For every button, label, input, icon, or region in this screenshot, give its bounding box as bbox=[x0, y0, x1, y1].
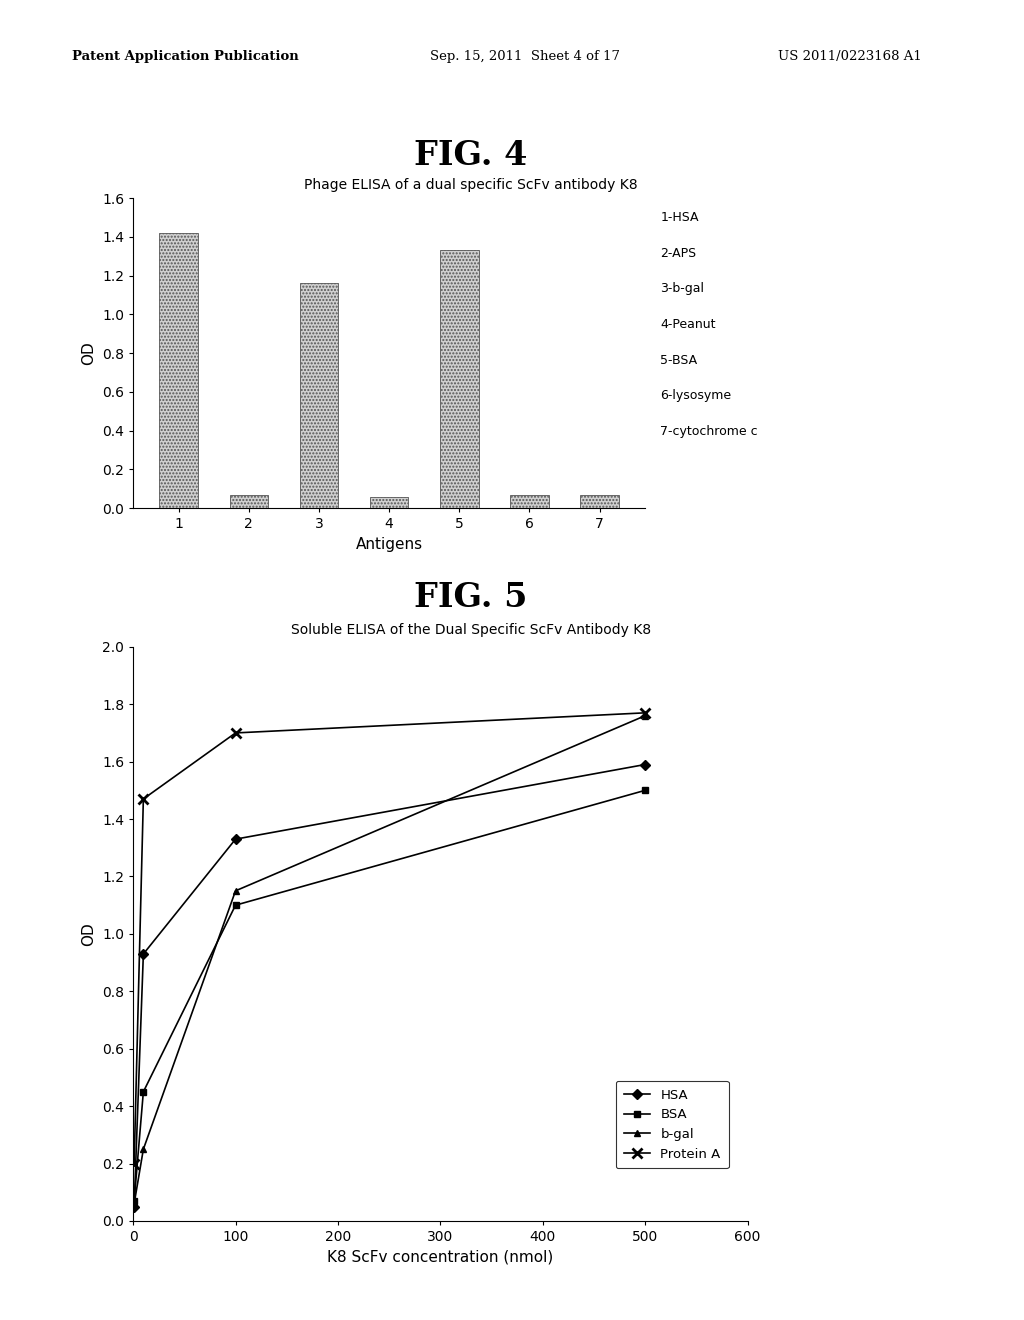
Text: 1-HSA: 1-HSA bbox=[660, 211, 699, 224]
Bar bbox=[160, 232, 198, 508]
HSA bbox=[639, 756, 651, 772]
Text: FIG. 4: FIG. 4 bbox=[415, 139, 527, 172]
X-axis label: K8 ScFv concentration (nmol): K8 ScFv concentration (nmol) bbox=[328, 1250, 553, 1265]
X-axis label: Antigens: Antigens bbox=[355, 537, 423, 552]
Text: Soluble ELISA of the Dual Specific ScFv Antibody K8: Soluble ELISA of the Dual Specific ScFv … bbox=[291, 623, 651, 638]
b-gal bbox=[639, 708, 651, 723]
Bar bbox=[440, 251, 478, 508]
Bar bbox=[229, 495, 268, 508]
Text: 3-b-gal: 3-b-gal bbox=[660, 282, 705, 296]
Text: Phage ELISA of a dual specific ScFv antibody K8: Phage ELISA of a dual specific ScFv anti… bbox=[304, 178, 638, 193]
Text: FIG. 5: FIG. 5 bbox=[415, 581, 527, 614]
BSA bbox=[639, 783, 651, 799]
Line: Protein A: Protein A bbox=[129, 708, 650, 1168]
Text: Sep. 15, 2011  Sheet 4 of 17: Sep. 15, 2011 Sheet 4 of 17 bbox=[430, 50, 621, 63]
Text: US 2011/0223168 A1: US 2011/0223168 A1 bbox=[778, 50, 922, 63]
Line: BSA: BSA bbox=[131, 787, 648, 1204]
BSA bbox=[137, 1084, 150, 1100]
Text: 5-BSA: 5-BSA bbox=[660, 354, 697, 367]
HSA bbox=[128, 1199, 140, 1214]
Bar bbox=[370, 496, 409, 508]
Legend: HSA, BSA, b-gal, Protein A: HSA, BSA, b-gal, Protein A bbox=[615, 1081, 729, 1168]
Bar bbox=[510, 495, 549, 508]
BSA bbox=[229, 898, 242, 913]
Y-axis label: OD: OD bbox=[82, 923, 96, 945]
b-gal bbox=[229, 883, 242, 899]
Bar bbox=[300, 284, 338, 508]
Text: 6-lysosyme: 6-lysosyme bbox=[660, 389, 731, 403]
Y-axis label: OD: OD bbox=[82, 342, 96, 364]
HSA bbox=[137, 946, 150, 962]
b-gal bbox=[137, 1142, 150, 1158]
BSA bbox=[128, 1193, 140, 1209]
Text: Patent Application Publication: Patent Application Publication bbox=[72, 50, 298, 63]
Protein A bbox=[639, 705, 651, 721]
Text: 4-Peanut: 4-Peanut bbox=[660, 318, 716, 331]
HSA bbox=[229, 832, 242, 847]
Bar bbox=[581, 495, 618, 508]
Text: 2-APS: 2-APS bbox=[660, 247, 696, 260]
Protein A bbox=[128, 1156, 140, 1172]
Protein A bbox=[137, 791, 150, 807]
Line: HSA: HSA bbox=[131, 762, 648, 1210]
Line: b-gal: b-gal bbox=[131, 713, 648, 1208]
Text: 7-cytochrome c: 7-cytochrome c bbox=[660, 425, 758, 438]
Protein A bbox=[229, 725, 242, 741]
b-gal bbox=[128, 1196, 140, 1212]
